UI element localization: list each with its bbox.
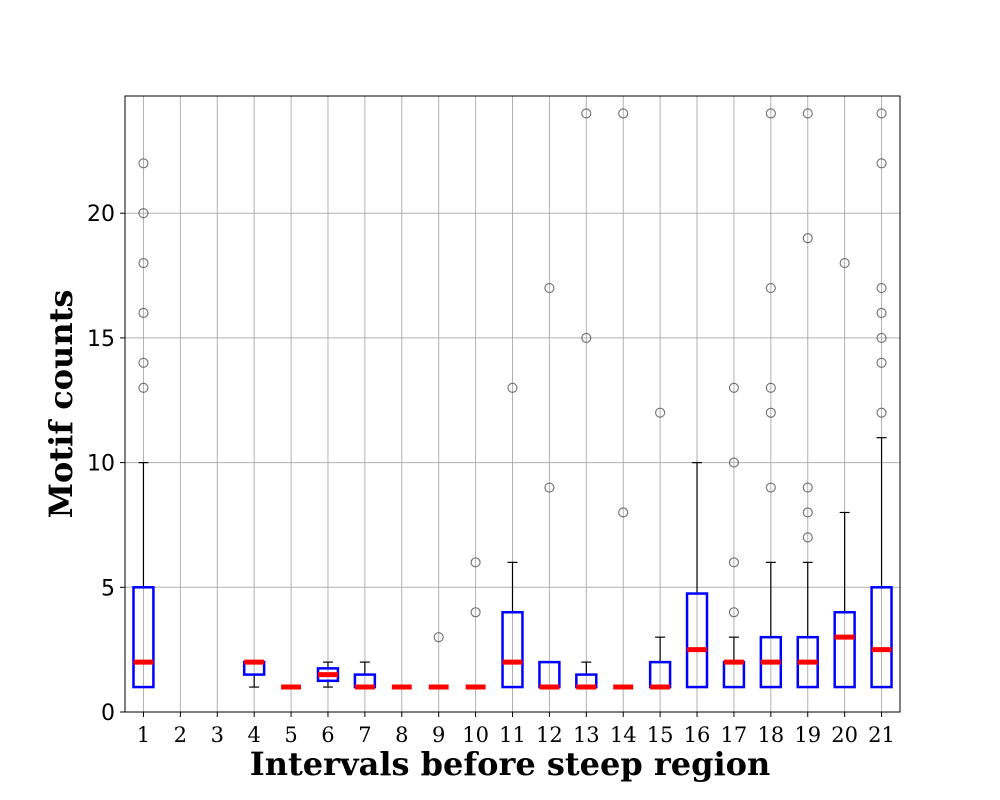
x-tick-label: 11: [499, 723, 526, 747]
outlier-point: [470, 607, 481, 618]
x-tick-label: 19: [794, 723, 821, 747]
outlier-point: [618, 108, 629, 119]
box-iqr: [501, 610, 524, 689]
outlier-point: [655, 407, 666, 418]
outlier-point: [802, 507, 813, 518]
outlier-point: [765, 482, 776, 493]
outlier-point: [876, 332, 887, 343]
x-tick-label: 15: [647, 723, 674, 747]
tick-labels: 1 2 3 4 5 6 7 8 9 10 11 12 13 14 15 16 17 18 19 20 210510152…: [87, 202, 895, 747]
box-group: [685, 462, 709, 689]
box-group: [501, 382, 524, 689]
outlier-point: [876, 357, 887, 368]
y-tick-label: 5: [101, 576, 115, 601]
box-group: [353, 661, 377, 690]
x-tick-label: 6: [321, 723, 334, 747]
box-group: [833, 258, 856, 689]
outlier-point: [618, 507, 629, 518]
box-iqr: [132, 586, 155, 689]
outlier-point: [138, 307, 149, 319]
x-tick-label: 2: [174, 723, 187, 747]
x-axis-label: Intervals before steep region: [250, 745, 770, 783]
outlier-point: [876, 158, 887, 169]
outlier-point: [802, 108, 813, 119]
box-group: [428, 632, 449, 690]
outlier-point: [138, 382, 149, 393]
outlier-point: [433, 632, 444, 643]
x-tick-label: 5: [284, 723, 297, 747]
box-group: [648, 407, 672, 690]
y-axis-label: Motif counts: [42, 290, 80, 519]
x-tick-label: 12: [536, 723, 563, 747]
outlier-point: [544, 482, 555, 493]
x-tick-label: 1: [137, 723, 150, 747]
outlier-point: [876, 282, 887, 294]
outlier-point: [728, 382, 739, 393]
outlier-point: [876, 108, 887, 119]
outlier-point: [138, 158, 149, 169]
x-tick-label: 20: [831, 723, 858, 747]
outlier-point: [138, 258, 149, 269]
box-group: [870, 108, 893, 689]
x-tick-label: 13: [573, 723, 600, 747]
box-group: [759, 108, 783, 689]
box-iqr: [685, 592, 709, 689]
y-tick-label: 15: [87, 327, 115, 352]
outlier-point: [765, 282, 776, 294]
outlier-point: [802, 532, 813, 543]
x-tick-label: 21: [868, 723, 895, 747]
boxes: [132, 108, 893, 690]
box-group: [132, 158, 155, 689]
outlier-point: [138, 208, 149, 219]
outlier-point: [507, 382, 518, 393]
outlier-point: [765, 407, 776, 418]
x-tick-label: 10: [462, 723, 489, 747]
x-tick-label: 14: [610, 723, 637, 747]
y-tick-label: 0: [101, 701, 115, 726]
box-iqr: [870, 586, 893, 689]
outlier-point: [581, 332, 592, 343]
x-tick-label: 4: [247, 723, 260, 747]
box-group: [796, 108, 819, 689]
outlier-point: [728, 457, 739, 468]
outlier-point: [876, 307, 887, 319]
box-group: [538, 282, 561, 690]
outlier-point: [728, 607, 739, 618]
x-tick-label: 3: [211, 723, 224, 747]
box-group: [242, 659, 266, 688]
outlier-point: [802, 482, 813, 493]
x-tick-label: 17: [721, 723, 748, 747]
outlier-point: [839, 258, 850, 269]
outlier-point: [470, 557, 481, 568]
box-group: [613, 108, 634, 690]
outlier-point: [581, 108, 592, 119]
y-tick-label: 20: [87, 202, 115, 227]
box-group: [575, 108, 598, 690]
x-tick-label: 8: [395, 723, 408, 747]
y-tick-label: 10: [87, 452, 115, 477]
outlier-point: [138, 357, 149, 368]
outlier-point: [728, 557, 739, 568]
outlier-point: [765, 382, 776, 393]
x-tick-label: 9: [432, 723, 445, 747]
box-group: [316, 661, 340, 688]
outlier-point: [544, 282, 555, 294]
box-group: [722, 382, 746, 689]
outlier-point: [765, 108, 776, 119]
box-iqr: [833, 610, 856, 689]
box-group: [465, 557, 486, 690]
x-tick-label: 18: [757, 723, 784, 747]
outlier-point: [802, 233, 813, 244]
x-tick-label: 16: [684, 723, 711, 747]
x-tick-label: 7: [358, 723, 371, 747]
outlier-point: [876, 407, 887, 418]
grid-lines: [125, 96, 900, 713]
